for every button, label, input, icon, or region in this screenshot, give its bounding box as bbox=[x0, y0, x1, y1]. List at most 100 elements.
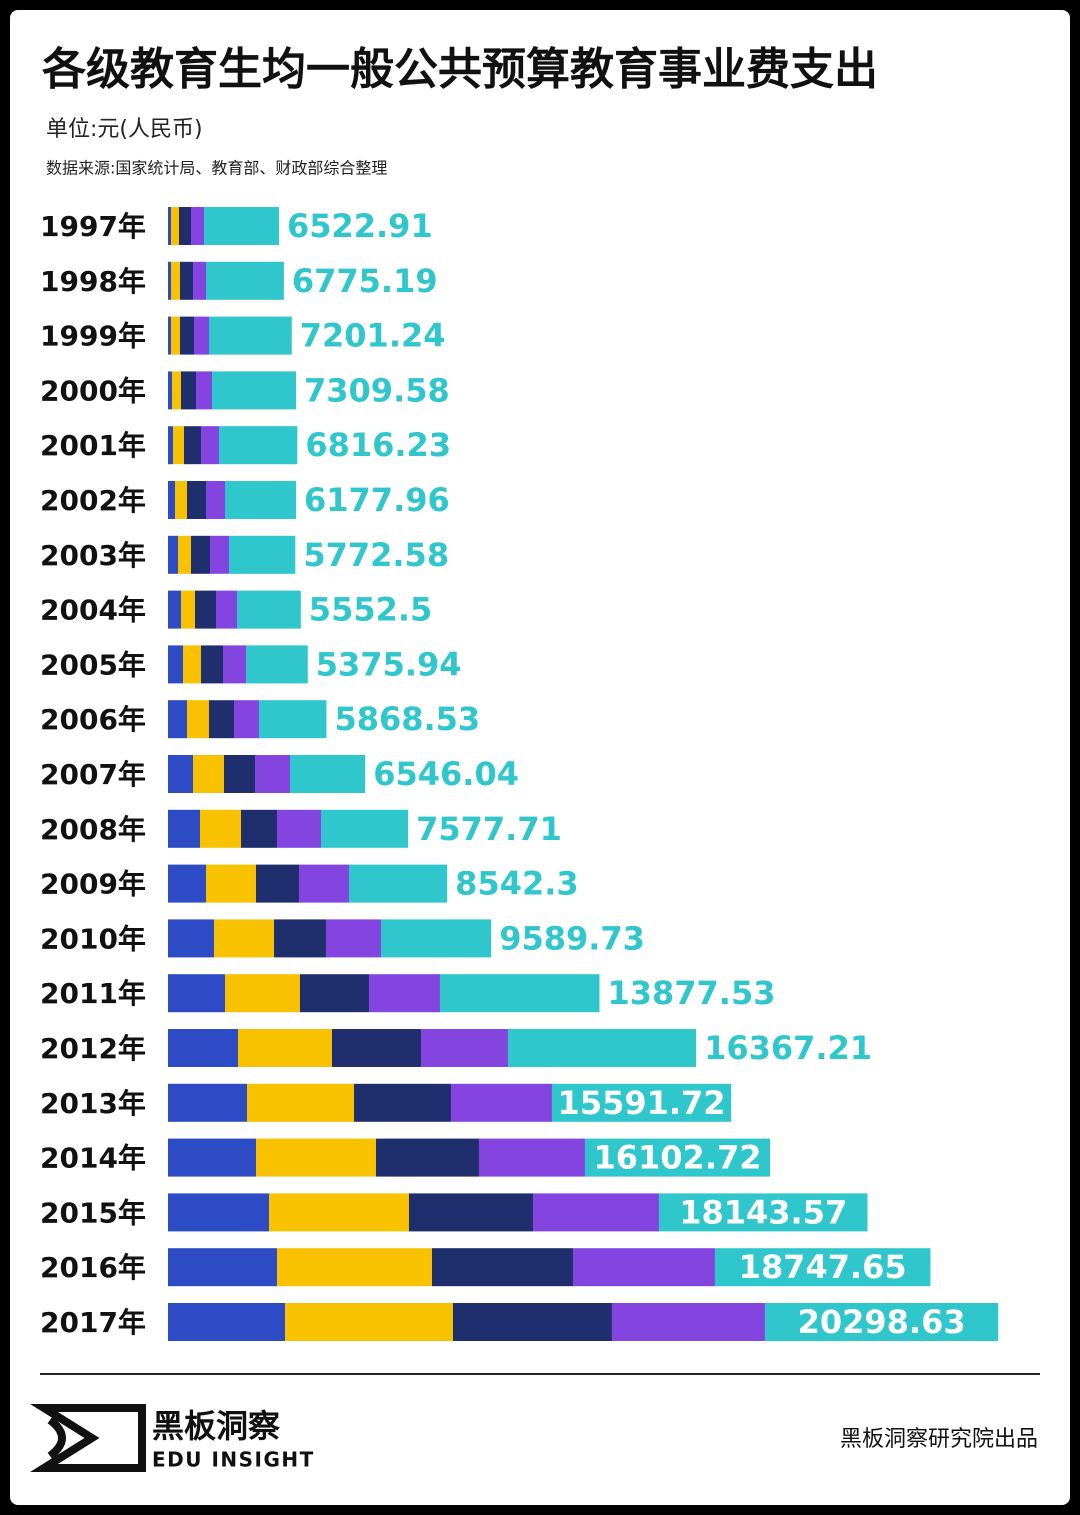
bar-segment bbox=[168, 755, 193, 793]
bar-segment bbox=[224, 481, 297, 519]
bar-segment bbox=[190, 535, 210, 574]
bar-segment bbox=[353, 1083, 451, 1122]
value-label: 18143.57 bbox=[679, 1193, 847, 1231]
bar-segment bbox=[168, 700, 187, 739]
y-tick-label: 1997年 bbox=[40, 210, 146, 243]
bar-segment bbox=[200, 645, 223, 684]
y-tick-label: 2016年 bbox=[40, 1251, 146, 1284]
value-label: 13877.53 bbox=[607, 974, 775, 1012]
bar-segment bbox=[208, 700, 234, 739]
bar-segment bbox=[658, 1193, 868, 1232]
bar-segment bbox=[183, 426, 201, 465]
bar-segment bbox=[190, 207, 204, 245]
bar-segment bbox=[284, 1303, 453, 1341]
bar-segment bbox=[168, 1303, 285, 1341]
bar-segment bbox=[246, 1083, 354, 1122]
bar-segment bbox=[179, 261, 193, 300]
value-label: 6177.96 bbox=[304, 481, 450, 519]
bar-segment bbox=[168, 1138, 256, 1177]
bar-segment bbox=[320, 809, 409, 848]
bar-segment bbox=[177, 535, 191, 574]
bar-segment bbox=[299, 974, 369, 1013]
bar-segment bbox=[195, 371, 212, 410]
value-label: 16367.21 bbox=[704, 1029, 872, 1067]
bar-segment bbox=[172, 426, 184, 465]
bar-segment bbox=[452, 1303, 612, 1341]
bar-segment bbox=[171, 371, 181, 410]
value-label: 5868.53 bbox=[334, 700, 480, 738]
bar-segment bbox=[331, 1029, 421, 1067]
value-label: 7577.71 bbox=[416, 810, 562, 848]
bar-segment bbox=[200, 426, 219, 465]
bar-segment bbox=[450, 1083, 552, 1122]
y-tick-label: 2014年 bbox=[40, 1142, 146, 1175]
bar-segment bbox=[208, 316, 292, 355]
y-tick-label: 2005年 bbox=[40, 648, 146, 681]
y-tick-label: 2006年 bbox=[40, 703, 146, 736]
subtitle: 单位:元(人民币) bbox=[46, 117, 203, 142]
bar-segment bbox=[168, 481, 175, 519]
bar-segment bbox=[170, 261, 180, 300]
bar-segment bbox=[168, 1029, 238, 1067]
bar-segment bbox=[584, 1138, 771, 1177]
bar-segment bbox=[254, 755, 290, 793]
value-label: 6775.19 bbox=[292, 262, 438, 300]
bar-segment bbox=[211, 371, 297, 410]
bar-segment bbox=[298, 864, 349, 903]
bar-segment bbox=[268, 1193, 409, 1232]
bar-segment bbox=[168, 590, 181, 629]
value-label: 16102.72 bbox=[593, 1139, 761, 1177]
bar-segment bbox=[237, 1029, 332, 1067]
bar-segment bbox=[611, 1303, 765, 1341]
value-label: 5375.94 bbox=[316, 645, 462, 683]
bar-segment bbox=[245, 645, 308, 684]
chart-title: 各级教育生均一般公共预算教育事业费支出 bbox=[42, 44, 878, 95]
bar-segment bbox=[764, 1303, 999, 1341]
bar-segment bbox=[186, 481, 206, 519]
y-tick-label: 1999年 bbox=[40, 320, 146, 353]
bar-segment bbox=[478, 1138, 585, 1177]
bar-segment bbox=[255, 864, 299, 903]
bar-segment bbox=[431, 1248, 573, 1287]
bar-segment bbox=[182, 645, 201, 684]
bar-segment bbox=[222, 645, 246, 684]
bar-segment bbox=[205, 864, 256, 903]
bar-segment bbox=[180, 371, 196, 410]
value-label: 20298.63 bbox=[798, 1303, 966, 1341]
bar-segment bbox=[273, 919, 326, 958]
y-tick-label: 2000年 bbox=[40, 374, 146, 407]
bar-segment bbox=[375, 1138, 479, 1177]
bar-segment bbox=[168, 919, 214, 958]
bar-segment bbox=[507, 1029, 697, 1067]
y-tick-label: 2013年 bbox=[40, 1087, 146, 1120]
bar-segment bbox=[223, 755, 255, 793]
bar-segment bbox=[168, 809, 200, 848]
bar-segment bbox=[532, 1193, 659, 1232]
y-tick-label: 2007年 bbox=[40, 758, 146, 791]
bar-segment bbox=[168, 1083, 247, 1122]
bar-segment bbox=[380, 919, 492, 958]
bar-segment bbox=[168, 1193, 269, 1232]
bar-segment bbox=[255, 1138, 376, 1177]
y-tick-label: 2015年 bbox=[40, 1196, 146, 1229]
bar-segment bbox=[168, 535, 178, 574]
bar-segment bbox=[168, 645, 183, 684]
bar-segment bbox=[213, 919, 274, 958]
y-tick-label: 2001年 bbox=[40, 429, 146, 462]
bar-segment bbox=[174, 481, 187, 519]
bar-segment bbox=[258, 700, 327, 739]
bar-segment bbox=[192, 755, 224, 793]
bar-segment bbox=[348, 864, 448, 903]
bar-segment bbox=[218, 426, 298, 465]
y-tick-label: 2004年 bbox=[40, 594, 146, 627]
bar-segment bbox=[205, 261, 284, 300]
y-tick-label: 2002年 bbox=[40, 484, 146, 517]
logo bbox=[30, 1404, 146, 1472]
y-tick-label: 1998年 bbox=[40, 265, 146, 298]
bar-segment bbox=[199, 809, 241, 848]
y-tick-label: 2017年 bbox=[40, 1306, 146, 1339]
logo-frame bbox=[30, 1404, 146, 1472]
value-label: 6522.91 bbox=[287, 207, 433, 245]
y-tick-label: 2003年 bbox=[40, 539, 146, 572]
